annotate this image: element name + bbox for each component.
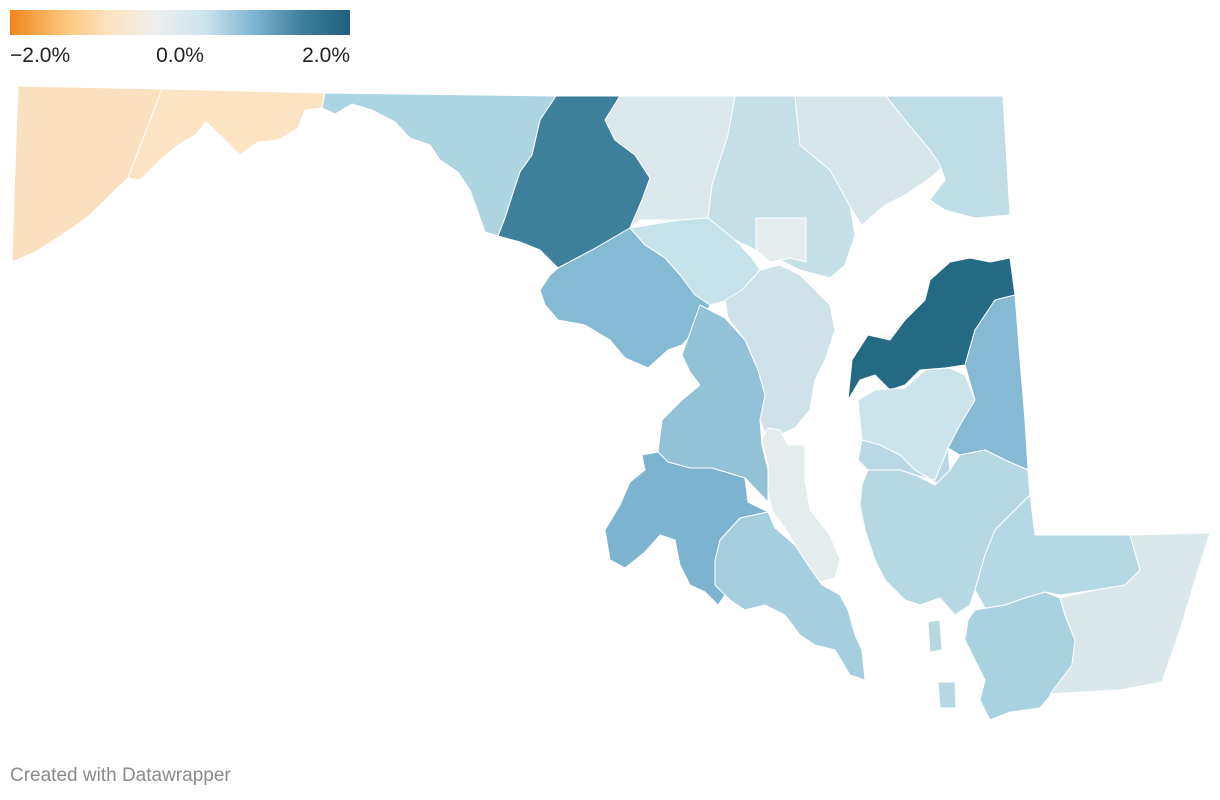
- county-kent[interactable]: [847, 257, 1016, 401]
- legend-gradient-bar: [10, 10, 350, 35]
- county-cecil[interactable]: [885, 95, 1011, 219]
- county-calvert[interactable]: [761, 427, 841, 583]
- legend-max-label: 2.0%: [302, 44, 350, 67]
- color-legend: −2.0% 0.0% 2.0%: [10, 10, 350, 74]
- county-worcester[interactable]: [1049, 532, 1211, 695]
- county-baltimore-city[interactable]: [755, 217, 807, 263]
- legend-min-label: −2.0%: [10, 44, 71, 67]
- datawrapper-credit: Created with Datawrapper: [10, 765, 231, 786]
- legend-labels: −2.0% 0.0% 2.0%: [10, 44, 350, 74]
- county-st-marys[interactable]: [714, 511, 866, 681]
- island-bloodsworth[interactable]: [937, 681, 957, 709]
- island-hooper[interactable]: [927, 619, 943, 653]
- county-allegany[interactable]: [127, 88, 326, 181]
- legend-mid-label: 0.0%: [156, 44, 204, 67]
- county-somerset[interactable]: [964, 591, 1076, 721]
- county-montgomery[interactable]: [539, 227, 711, 369]
- county-charles[interactable]: [604, 451, 769, 606]
